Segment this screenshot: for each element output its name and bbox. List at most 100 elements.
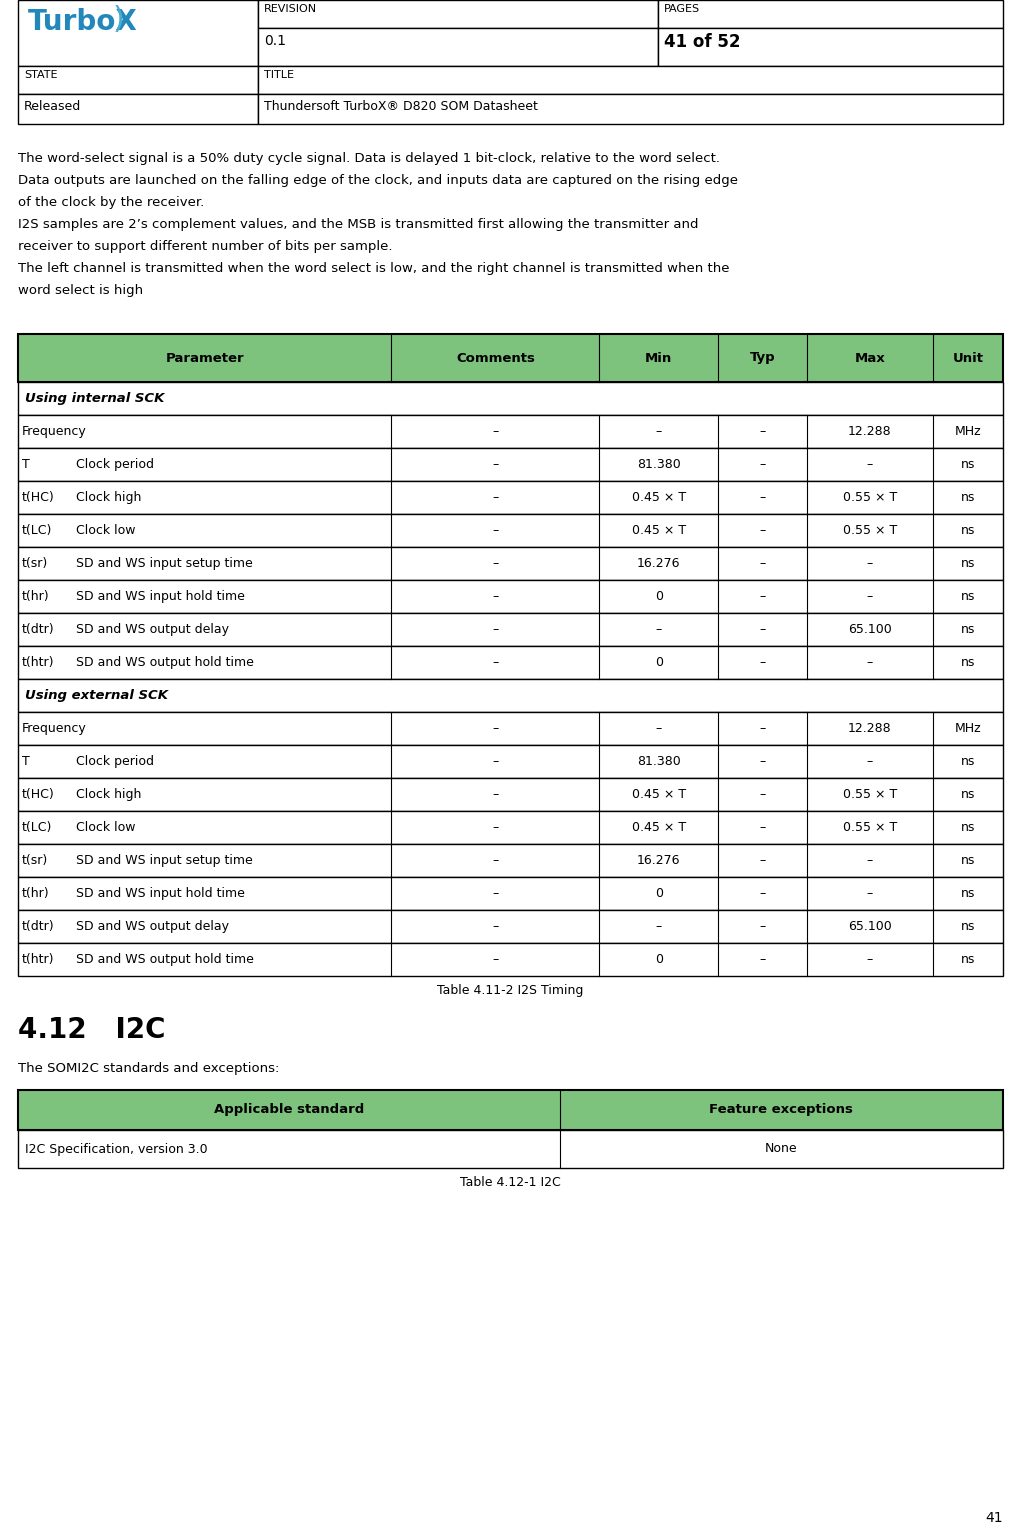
Text: t(dtr): t(dtr) <box>22 624 55 636</box>
Text: –: – <box>492 722 498 735</box>
Bar <box>658 28 1003 66</box>
Text: PAGES: PAGES <box>664 5 700 14</box>
Bar <box>18 448 1003 480</box>
Text: receiver to support different number of bits per sample.: receiver to support different number of … <box>18 240 392 253</box>
Text: 0.55 × T: 0.55 × T <box>842 821 897 835</box>
Text: SD and WS output hold time: SD and WS output hold time <box>76 953 254 966</box>
Text: –: – <box>867 855 873 867</box>
Text: Using internal SCK: Using internal SCK <box>25 393 164 405</box>
Text: SD and WS output hold time: SD and WS output hold time <box>76 656 254 668</box>
Text: The word-select signal is a 50% duty cycle signal. Data is delayed 1 bit-clock, : The word-select signal is a 50% duty cyc… <box>18 152 720 165</box>
Text: 41 of 52: 41 of 52 <box>664 32 740 51</box>
Text: 0.55 × T: 0.55 × T <box>842 524 897 537</box>
Bar <box>18 480 1003 514</box>
Text: –: – <box>492 491 498 504</box>
Text: –: – <box>492 788 498 801</box>
Text: Min: Min <box>645 351 673 365</box>
Text: ns: ns <box>961 524 975 537</box>
Text: 4.12   I2C: 4.12 I2C <box>18 1016 165 1044</box>
Text: –: – <box>867 457 873 471</box>
Text: t(LC): t(LC) <box>22 821 52 835</box>
Text: ns: ns <box>961 491 975 504</box>
Bar <box>18 1090 1003 1130</box>
Text: –: – <box>760 788 766 801</box>
Text: 65.100: 65.100 <box>848 919 891 933</box>
Text: t(LC): t(LC) <box>22 524 52 537</box>
Text: Clock low: Clock low <box>76 821 136 835</box>
Text: Table 4.12-1 I2C: Table 4.12-1 I2C <box>460 1177 561 1189</box>
Text: REVISION: REVISION <box>264 5 318 14</box>
Text: ns: ns <box>961 887 975 899</box>
Text: TurboX: TurboX <box>28 8 138 35</box>
Text: –: – <box>492 953 498 966</box>
Bar <box>18 613 1003 645</box>
Text: The SOMI2C standards and exceptions:: The SOMI2C standards and exceptions: <box>18 1063 280 1075</box>
Text: TITLE: TITLE <box>264 69 294 80</box>
Text: word select is high: word select is high <box>18 283 143 297</box>
Text: Clock low: Clock low <box>76 524 136 537</box>
Text: –: – <box>492 457 498 471</box>
Text: Feature exceptions: Feature exceptions <box>710 1104 854 1116</box>
Text: 0: 0 <box>654 953 663 966</box>
Text: –: – <box>655 722 662 735</box>
Text: I2C Specification, version 3.0: I2C Specification, version 3.0 <box>25 1143 207 1155</box>
Bar <box>18 645 1003 679</box>
Text: –: – <box>867 656 873 668</box>
Text: 0.45 × T: 0.45 × T <box>632 491 686 504</box>
Text: –: – <box>492 590 498 604</box>
Text: 0: 0 <box>654 590 663 604</box>
Text: Max: Max <box>855 351 885 365</box>
Bar <box>258 94 1003 125</box>
Text: –: – <box>492 821 498 835</box>
Text: –: – <box>760 524 766 537</box>
Text: 65.100: 65.100 <box>848 624 891 636</box>
Text: –: – <box>655 919 662 933</box>
Text: ns: ns <box>961 656 975 668</box>
Text: –: – <box>867 557 873 570</box>
Text: SD and WS input hold time: SD and WS input hold time <box>76 590 245 604</box>
Text: Clock high: Clock high <box>76 788 141 801</box>
Text: ns: ns <box>961 953 975 966</box>
Text: ns: ns <box>961 624 975 636</box>
Text: –: – <box>760 590 766 604</box>
Text: 41: 41 <box>985 1511 1003 1525</box>
Text: –: – <box>760 491 766 504</box>
Text: t(hr): t(hr) <box>22 887 50 899</box>
Text: MHz: MHz <box>955 722 981 735</box>
Bar <box>18 679 1003 711</box>
Text: ns: ns <box>961 557 975 570</box>
Bar <box>18 382 1003 414</box>
Text: –: – <box>760 624 766 636</box>
Text: –: – <box>492 425 498 437</box>
Text: –: – <box>867 953 873 966</box>
Bar <box>18 514 1003 547</box>
Bar <box>258 0 658 28</box>
Text: –: – <box>760 887 766 899</box>
Text: Typ: Typ <box>749 351 775 365</box>
Bar <box>18 547 1003 581</box>
Text: –: – <box>760 755 766 768</box>
Bar <box>18 942 1003 976</box>
Text: ns: ns <box>961 590 975 604</box>
Text: Frequency: Frequency <box>22 722 87 735</box>
Text: t(HC): t(HC) <box>22 788 55 801</box>
Text: ns: ns <box>961 755 975 768</box>
Text: Clock period: Clock period <box>76 755 154 768</box>
Text: Frequency: Frequency <box>22 425 87 437</box>
Text: SD and WS input setup time: SD and WS input setup time <box>76 557 253 570</box>
Text: T: T <box>22 457 30 471</box>
Bar <box>18 94 258 125</box>
Text: SD and WS input setup time: SD and WS input setup time <box>76 855 253 867</box>
Text: –: – <box>492 887 498 899</box>
Text: Data outputs are launched on the falling edge of the clock, and inputs data are : Data outputs are launched on the falling… <box>18 174 738 186</box>
Text: Clock period: Clock period <box>76 457 154 471</box>
Text: –: – <box>492 524 498 537</box>
Text: –: – <box>760 855 766 867</box>
Text: t(sr): t(sr) <box>22 855 48 867</box>
Text: ns: ns <box>961 919 975 933</box>
Text: Thundersoft TurboX® D820 SOM Datasheet: Thundersoft TurboX® D820 SOM Datasheet <box>264 100 538 112</box>
Bar <box>18 778 1003 812</box>
Text: –: – <box>760 821 766 835</box>
Text: STATE: STATE <box>25 69 57 80</box>
Bar <box>18 0 258 66</box>
